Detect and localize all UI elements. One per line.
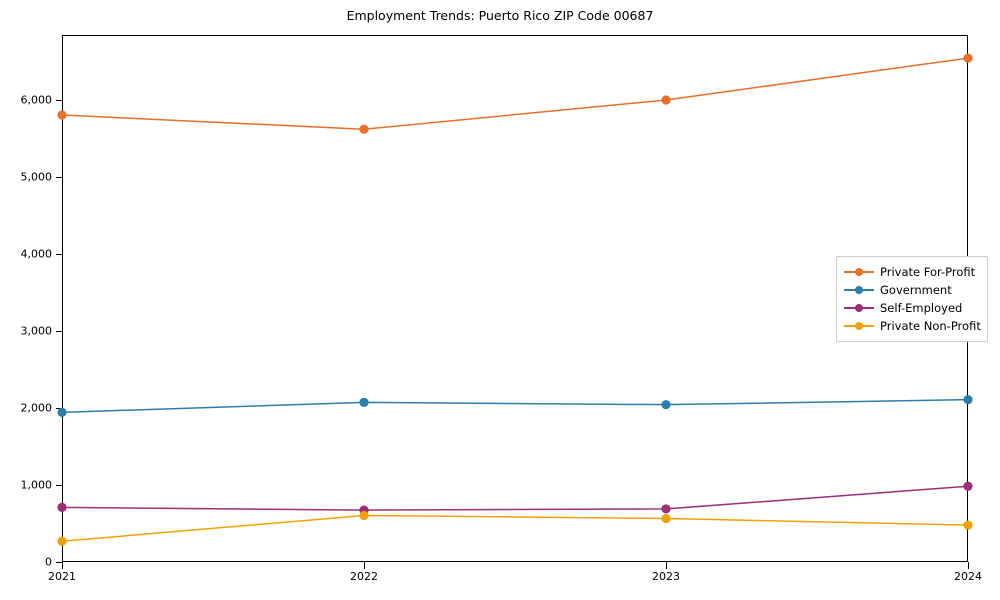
y-axis-tick-label: 5,000 [20, 170, 53, 184]
y-axis-tick-mark [55, 485, 62, 487]
y-axis-tick-label: 0 [45, 555, 52, 569]
legend-marker-icon [844, 265, 874, 279]
legend-marker-icon [844, 319, 874, 333]
x-axis-tick-label: 2022 [350, 570, 378, 583]
y-axis-tick-mark [55, 177, 62, 179]
legend-item-label: Private For-Profit [880, 265, 976, 279]
legend-item-label: Private Non-Profit [880, 319, 981, 333]
x-axis-tick-mark [364, 562, 365, 569]
y-axis-tick-mark [55, 408, 62, 410]
chart-title: Employment Trends: Puerto Rico ZIP Code … [346, 8, 654, 23]
legend-item[interactable]: Private Non-Profit [844, 317, 981, 335]
legend-item-label: Self-Employed [880, 301, 963, 315]
chart-legend: Private For-Profit Government Self-Employe… [836, 256, 988, 342]
plot-area [62, 35, 968, 562]
legend-marker-icon [844, 301, 874, 315]
legend-marker-icon [844, 283, 874, 297]
y-axis-tick-label: 4,000 [20, 247, 53, 261]
y-axis-tick-label: 1,000 [20, 478, 53, 492]
y-axis-tick-label: 2,000 [20, 401, 53, 415]
x-axis-tick-mark [666, 562, 667, 569]
x-axis-tick-label: 2021 [48, 570, 76, 583]
y-axis-tick-mark [55, 100, 62, 102]
x-axis-tick-label: 2024 [954, 570, 982, 583]
legend-item[interactable]: Self-Employed [844, 299, 980, 317]
legend-item-label: Government [880, 283, 952, 297]
y-axis-tick-label: 3,000 [20, 324, 53, 338]
legend-item[interactable]: Government [844, 281, 980, 299]
y-axis-tick-mark [55, 254, 62, 256]
y-axis-tick-label: 6,000 [20, 93, 53, 107]
y-axis-tick-mark [55, 331, 62, 333]
legend-item[interactable]: Private For-Profit [844, 263, 980, 281]
x-axis-tick-mark [62, 562, 63, 569]
x-axis-tick-mark [968, 562, 969, 569]
y-axis-tick-mark [55, 562, 62, 563]
x-axis-tick-label: 2023 [652, 570, 680, 583]
